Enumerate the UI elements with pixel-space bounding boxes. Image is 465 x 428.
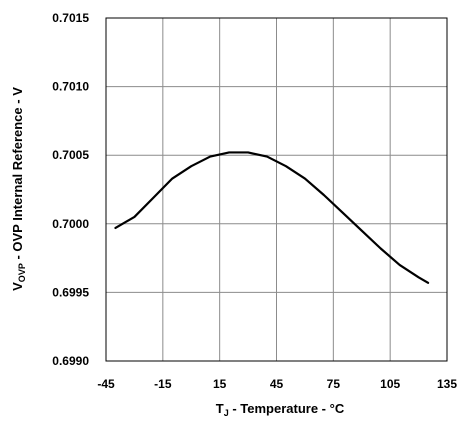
series-line [114, 151, 430, 284]
y-tick-label: 0.7005 [52, 148, 89, 162]
y-tick-label: 0.7010 [52, 80, 89, 94]
plot-area-border [105, 17, 448, 362]
y-axis-tick-labels: 0.6990 0.6995 0.7000 0.7005 0.7010 0.7015 [52, 11, 89, 368]
y-tick-label: 0.7000 [52, 217, 89, 231]
x-axis-tick-labels: -45 -15 15 45 75 105 135 [97, 377, 457, 391]
x-tick-label: 45 [270, 377, 284, 391]
y-tick-label: 0.6995 [52, 285, 89, 299]
y-tick-label: 0.7015 [52, 11, 89, 25]
x-tick-label: -15 [154, 377, 172, 391]
x-tick-label: 105 [380, 377, 400, 391]
x-tick-label: 15 [213, 377, 227, 391]
x-tick-label: 75 [327, 377, 341, 391]
grid-lines [106, 18, 447, 361]
x-axis-label: TJ - Temperature - °C [216, 401, 345, 418]
y-tick-label: 0.6990 [52, 354, 89, 368]
x-tick-label: -45 [97, 377, 115, 391]
series-layer [114, 151, 430, 284]
y-axis-label: VOVP - OVP Internal Reference - V [10, 87, 27, 291]
x-tick-label: 135 [437, 377, 457, 391]
